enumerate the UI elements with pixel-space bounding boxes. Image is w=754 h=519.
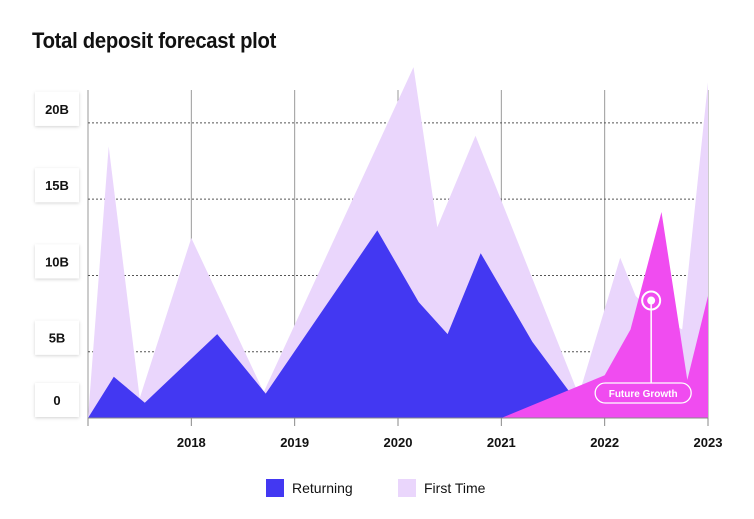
annotations: Future Growth: [594, 290, 692, 404]
legend: Returning First Time: [266, 479, 486, 497]
y-tick-label-box: [35, 320, 79, 355]
area-series-future-growth: [501, 212, 708, 418]
legend-label: First Time: [424, 480, 486, 496]
annotation-marker-ring: [641, 290, 662, 311]
y-tick-label: 20B: [45, 102, 69, 117]
y-tick-label: 10B: [45, 254, 69, 269]
chart-title: Total deposit forecast plot: [32, 28, 277, 53]
annotation-marker-dot: [647, 296, 656, 305]
x-tick-label: 2023: [694, 435, 723, 450]
y-tick-label: 5B: [49, 331, 66, 346]
series-areas: [88, 67, 708, 418]
annotation-label-pill: [594, 382, 692, 404]
legend-swatch-returning: [266, 479, 284, 497]
annotation-label: Future Growth: [609, 389, 678, 400]
x-tick-label: 2020: [384, 435, 413, 450]
legend-swatch-first-time: [398, 479, 416, 497]
x-tick-label: 2021: [487, 435, 516, 450]
x-tick-label: 2018: [177, 435, 206, 450]
y-tick-label: 0: [53, 393, 60, 408]
y-axis-ticks: 0 5B 10B 15B 20B: [35, 91, 79, 417]
area-series-returning: [88, 230, 708, 418]
y-tick-label-box: [35, 244, 79, 279]
x-tick-label: 2019: [280, 435, 309, 450]
y-tick-label-box: [35, 383, 79, 417]
x-axis: [87, 417, 709, 426]
y-tick-label: 15B: [45, 178, 69, 193]
x-tick-label: 2022: [590, 435, 619, 450]
y-tick-label-box: [35, 91, 79, 126]
y-tick-label-box: [35, 168, 79, 203]
area-series-first-time: [88, 67, 708, 418]
legend-label: Returning: [292, 480, 353, 496]
x-axis-ticks: 2018 2019 2020 2021 2022 2023: [177, 435, 723, 450]
